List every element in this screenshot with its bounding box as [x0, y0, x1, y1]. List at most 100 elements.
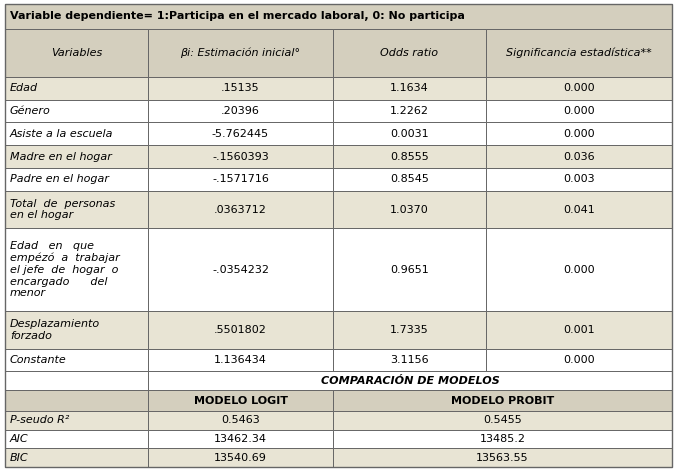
- Bar: [333, 168, 486, 191]
- Bar: [333, 228, 486, 311]
- Bar: [333, 77, 486, 99]
- Text: -.0354232: -.0354232: [212, 265, 269, 275]
- Bar: [148, 191, 333, 228]
- Bar: [5, 122, 148, 145]
- Bar: [5, 372, 148, 390]
- Text: 13563.55: 13563.55: [476, 453, 529, 463]
- Bar: [333, 311, 486, 349]
- Bar: [5, 311, 148, 349]
- Text: .0363712: .0363712: [214, 204, 267, 215]
- Text: Significancia estadística**: Significancia estadística**: [506, 48, 652, 58]
- Text: 0.000: 0.000: [563, 129, 595, 139]
- Text: 0.8555: 0.8555: [390, 152, 429, 162]
- Text: Padre en el hogar: Padre en el hogar: [10, 174, 109, 185]
- Bar: [333, 122, 486, 145]
- Bar: [333, 191, 486, 228]
- Text: BIC: BIC: [10, 453, 28, 463]
- Bar: [148, 430, 333, 448]
- Bar: [148, 311, 333, 349]
- Bar: [486, 349, 672, 372]
- Bar: [5, 77, 148, 99]
- Bar: [148, 228, 333, 311]
- Text: 1.0370: 1.0370: [390, 204, 429, 215]
- Text: Odds ratio: Odds ratio: [380, 48, 439, 58]
- Text: 0.000: 0.000: [563, 83, 595, 93]
- Bar: [333, 99, 486, 122]
- Bar: [148, 349, 333, 372]
- Bar: [486, 122, 672, 145]
- Text: βi: Estimación inicial°: βi: Estimación inicial°: [181, 48, 301, 58]
- Text: -.1571716: -.1571716: [212, 174, 269, 185]
- Text: 1.7335: 1.7335: [390, 325, 429, 335]
- Bar: [148, 29, 333, 77]
- Bar: [333, 145, 486, 168]
- Text: 0.5455: 0.5455: [483, 415, 522, 425]
- Bar: [5, 411, 148, 430]
- Bar: [5, 430, 148, 448]
- Bar: [486, 228, 672, 311]
- Bar: [333, 29, 486, 77]
- Bar: [148, 168, 333, 191]
- Bar: [5, 349, 148, 372]
- Bar: [333, 411, 672, 430]
- Bar: [486, 99, 672, 122]
- Text: 0.5463: 0.5463: [221, 415, 260, 425]
- Text: 3.1156: 3.1156: [390, 355, 429, 365]
- Text: 13540.69: 13540.69: [214, 453, 267, 463]
- Bar: [333, 448, 672, 467]
- Bar: [148, 122, 333, 145]
- Bar: [486, 77, 672, 99]
- Bar: [5, 99, 148, 122]
- Bar: [333, 349, 486, 372]
- Text: Género: Género: [10, 106, 51, 116]
- Bar: [148, 77, 333, 99]
- Text: .5501802: .5501802: [214, 325, 267, 335]
- Text: Total  de  personas
en el hogar: Total de personas en el hogar: [10, 199, 115, 220]
- Text: 0.9651: 0.9651: [390, 265, 429, 275]
- Bar: [486, 29, 672, 77]
- Bar: [5, 145, 148, 168]
- Bar: [148, 411, 333, 430]
- Text: 0.036: 0.036: [563, 152, 595, 162]
- Text: 13485.2: 13485.2: [479, 434, 525, 444]
- Bar: [486, 168, 672, 191]
- Text: AIC: AIC: [10, 434, 28, 444]
- Text: 0.001: 0.001: [563, 325, 595, 335]
- Bar: [486, 145, 672, 168]
- Text: 0.000: 0.000: [563, 265, 595, 275]
- Bar: [148, 145, 333, 168]
- Text: 0.041: 0.041: [563, 204, 595, 215]
- Text: Asiste a la escuela: Asiste a la escuela: [10, 129, 114, 139]
- Text: 1.2262: 1.2262: [390, 106, 429, 116]
- Text: P-seudo R²: P-seudo R²: [10, 415, 69, 425]
- Bar: [5, 191, 148, 228]
- Text: Variable dependiente= 1:Participa en el mercado laboral, 0: No participa: Variable dependiente= 1:Participa en el …: [10, 11, 465, 22]
- Text: MODELO LOGIT: MODELO LOGIT: [194, 396, 288, 406]
- Bar: [333, 390, 672, 411]
- Text: Variables: Variables: [51, 48, 102, 58]
- Bar: [5, 390, 148, 411]
- Bar: [486, 191, 672, 228]
- Bar: [5, 4, 672, 29]
- Text: 0.8545: 0.8545: [390, 174, 429, 185]
- Text: Edad: Edad: [10, 83, 38, 93]
- Text: 0.000: 0.000: [563, 355, 595, 365]
- Text: Desplazamiento
forzado: Desplazamiento forzado: [10, 319, 100, 341]
- Bar: [5, 448, 148, 467]
- Bar: [333, 430, 672, 448]
- Text: .15135: .15135: [221, 83, 260, 93]
- Text: 1.1634: 1.1634: [390, 83, 429, 93]
- Bar: [5, 168, 148, 191]
- Bar: [148, 448, 333, 467]
- Bar: [5, 29, 148, 77]
- Text: .20396: .20396: [221, 106, 260, 116]
- Bar: [486, 311, 672, 349]
- Text: -.1560393: -.1560393: [212, 152, 269, 162]
- Text: 0.0031: 0.0031: [390, 129, 429, 139]
- Text: -5.762445: -5.762445: [212, 129, 269, 139]
- Text: 1.136434: 1.136434: [214, 355, 267, 365]
- Bar: [148, 390, 333, 411]
- Text: Constante: Constante: [10, 355, 67, 365]
- Text: MODELO PROBIT: MODELO PROBIT: [451, 396, 554, 406]
- Text: 0.000: 0.000: [563, 106, 595, 116]
